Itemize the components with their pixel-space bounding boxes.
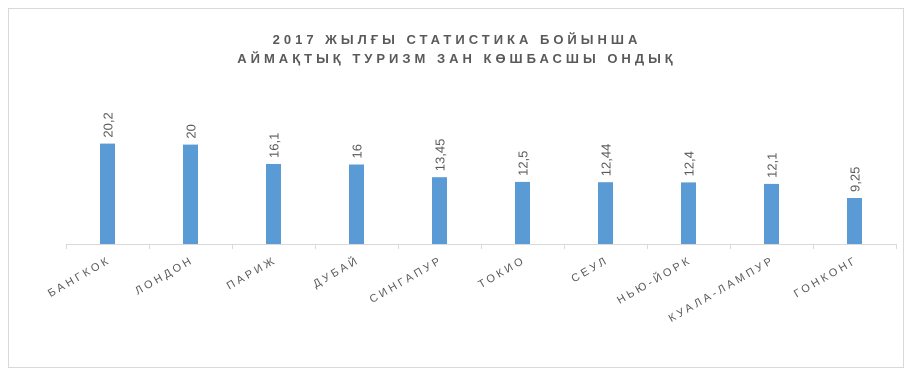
bar — [681, 182, 696, 244]
bar — [432, 177, 447, 244]
category-label: ГОНКОНГ — [792, 254, 860, 300]
data-label: 12,1 — [765, 153, 780, 178]
data-label: 20 — [184, 124, 199, 138]
bar — [349, 164, 364, 244]
data-label: 13,45 — [433, 139, 448, 172]
category-label: ДУБАЙ — [311, 253, 362, 290]
data-label: 9,25 — [848, 167, 863, 192]
bars-group — [100, 143, 862, 244]
bar — [764, 183, 779, 244]
category-labels-group: БАНГКОК ЛОНДОН ПАРИЖ ДУБАЙ СИНГАПУР ТОКИО СЕУЛ… — [46, 253, 860, 325]
data-label: 12,4 — [682, 151, 697, 176]
bar — [266, 164, 281, 244]
category-label: ТОКИО — [476, 254, 528, 291]
category-ticks-group — [66, 244, 897, 249]
bar — [515, 181, 530, 244]
data-label: 16 — [350, 144, 365, 158]
category-label: ЛОНДОН — [133, 254, 196, 297]
category-label: СЕУЛ — [569, 254, 611, 285]
data-label: 12,5 — [516, 151, 531, 176]
chart-title-line-2: АЙМАҚТЫҚ ТУРИЗМ ЗАН КӨШБАСШЫ ОНДЫҚ — [237, 51, 677, 66]
data-label: 20,2 — [101, 112, 116, 137]
bar — [183, 144, 198, 244]
data-label: 12,44 — [599, 144, 614, 177]
chart-area — [8, 8, 904, 368]
bar — [847, 198, 862, 244]
data-label: 16,1 — [267, 133, 282, 158]
bar — [100, 143, 115, 244]
chart-title-line-1: 2017 ЖЫЛҒЫ СТАТИСТИКА БОЙЫНША — [272, 32, 642, 47]
category-label: СИНГАПУР — [368, 254, 445, 306]
category-label: НЬЮ-ЙОРК — [615, 253, 694, 306]
chart-title: 2017 ЖЫЛҒЫ СТАТИСТИКА БОЙЫНША АЙМАҚТЫҚ Т… — [0, 30, 914, 68]
bar — [598, 182, 613, 244]
category-label: ПАРИЖ — [225, 254, 279, 292]
category-label: БАНГКОК — [46, 254, 113, 300]
data-labels-group: 20,2 20 16,1 16 13,45 12,5 12,44 12,4 12,1 9,25 — [101, 112, 863, 192]
